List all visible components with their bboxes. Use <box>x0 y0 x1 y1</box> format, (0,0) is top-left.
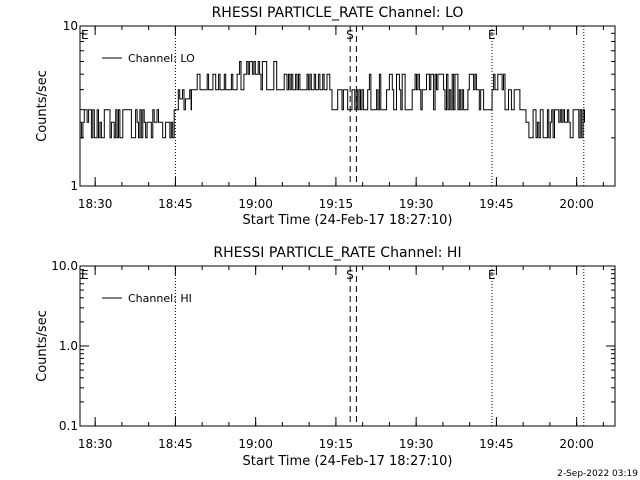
x-tick-label: 18:45 <box>158 437 193 451</box>
chart-panel-lo: RHESSI PARTICLE_RATE Channel: LO 1 10 Count… <box>35 5 616 228</box>
y-tick-label: 0.1 <box>59 419 78 433</box>
x-tick-label: 19:00 <box>238 197 273 211</box>
x-tick-label: 19:15 <box>319 197 354 211</box>
chart-title: RHESSI PARTICLE_RATE Channel: LO <box>212 5 464 21</box>
event-marker-label: E <box>488 28 496 42</box>
plot-frame <box>79 25 616 187</box>
x-tick-label: 19:30 <box>399 197 434 211</box>
event-marker-label: E <box>488 268 496 282</box>
y-axis-label: Counts/sec <box>35 310 50 382</box>
event-marker-label: E <box>81 28 89 42</box>
x-tick-label: 19:45 <box>479 437 514 451</box>
event-marker-label: S <box>346 28 354 42</box>
plot-frame <box>79 265 616 427</box>
footer-timestamp: 2-Sep-2022 03:19 <box>557 469 638 479</box>
x-axis-label: Start Time (24-Feb-17 18:27:10) <box>243 454 453 469</box>
legend-label: Channel: LO <box>128 52 195 65</box>
y-tick-label: 10 <box>63 19 78 33</box>
x-tick-label: 18:45 <box>158 197 193 211</box>
series-line <box>80 61 585 139</box>
x-tick-label: 18:30 <box>78 437 113 451</box>
x-axis-label: Start Time (24-Feb-17 18:27:10) <box>243 213 453 228</box>
x-tick-label: 19:30 <box>399 437 434 451</box>
x-tick-label: 18:30 <box>78 197 113 211</box>
y-tick-label: 1.0 <box>59 339 78 353</box>
y-tick-label: 10.0 <box>51 259 78 273</box>
x-tick-label: 19:00 <box>238 437 273 451</box>
event-marker-label: S <box>346 268 354 282</box>
chart-panel-hi: RHESSI PARTICLE_RATE Channel: HI 0.1 1.0 10… <box>35 245 616 469</box>
x-tick-label: 19:15 <box>319 437 354 451</box>
event-marker-label: E <box>81 268 89 282</box>
x-tick-label: 20:00 <box>559 437 594 451</box>
chart-title: RHESSI PARTICLE_RATE Channel: HI <box>213 245 461 261</box>
x-tick-label: 20:00 <box>559 197 594 211</box>
y-tick-label: 1 <box>70 179 78 193</box>
x-tick-label: 19:45 <box>479 197 514 211</box>
y-axis-label: Counts/sec <box>35 70 50 142</box>
legend-label: Channel: HI <box>128 292 192 305</box>
